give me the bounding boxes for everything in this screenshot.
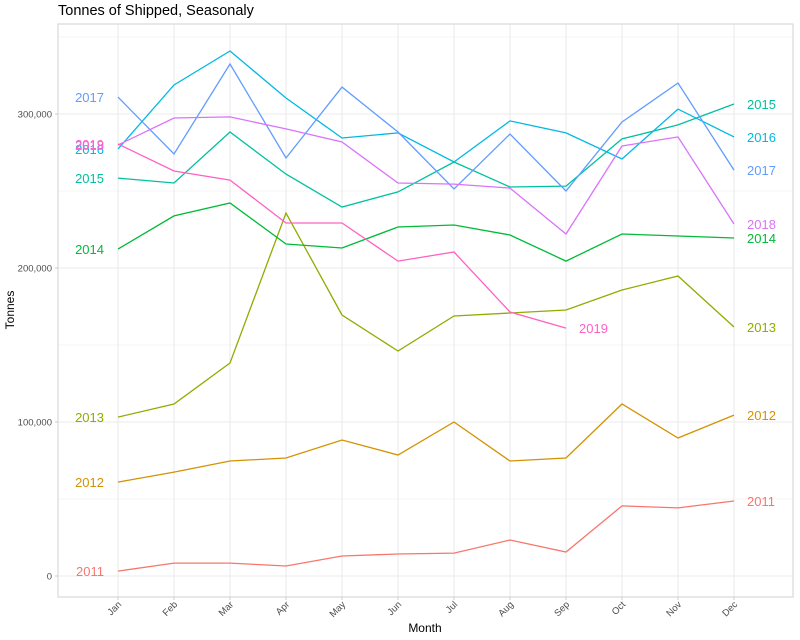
series-label-start-2017: 2017 [75, 90, 104, 105]
series-label-end-2012: 2012 [747, 408, 776, 423]
x-tick-label: Oct [610, 599, 628, 617]
major-gridlines [58, 24, 793, 597]
series-line-2011 [117, 500, 735, 572]
series-label-start-2012: 2012 [75, 475, 104, 490]
series-label-start-2014: 2014 [75, 242, 104, 257]
chart-title: Tonnes of Shipped, Seasonaly [58, 3, 254, 19]
x-axis-title: Month [408, 621, 441, 635]
minor-gridlines [58, 36, 793, 500]
series-label-end-2015: 2015 [747, 97, 776, 112]
series-label-start-2018: 2018 [75, 138, 104, 153]
series-label-start-2011: 2011 [76, 564, 104, 579]
series-line-2019 [117, 143, 567, 329]
series-label-end-2013: 2013 [747, 320, 776, 335]
y-axis-title: Tonnes [3, 291, 17, 330]
series-label-end-2014: 2014 [747, 231, 776, 246]
series-line-2016 [117, 50, 735, 163]
y-tick-label: 300,000 [18, 110, 52, 121]
series-lines [117, 50, 735, 572]
series-line-2015 [117, 103, 735, 208]
series-line-2014 [117, 202, 735, 262]
series-line-2013 [117, 211, 735, 418]
series-line-2018 [117, 116, 735, 235]
x-tick-label: Apr [274, 599, 292, 617]
x-tick-label: Feb [161, 599, 180, 618]
series-label-end-2018: 2018 [747, 217, 776, 232]
series-label-end-2011: 2011 [747, 494, 775, 509]
series-label-start-2015: 2015 [75, 171, 104, 186]
x-tick-label: May [328, 599, 349, 620]
series-line-2012 [117, 403, 735, 483]
x-tick-label: Aug [496, 599, 516, 619]
x-tick-label: Jun [386, 599, 405, 618]
x-tick-label: Nov [664, 599, 684, 619]
series-line-2017 [117, 62, 735, 192]
series-label-end-2017: 2017 [747, 163, 776, 178]
x-tick-label: Mar [217, 599, 236, 618]
panel-border [57, 23, 794, 598]
y-tick-label: 200,000 [18, 264, 52, 275]
x-tick-label: Dec [720, 599, 740, 619]
y-tick-label: 0 [47, 572, 52, 583]
x-axis: Jan Feb Mar Apr May Jun Jul Aug Sep Oct Nov Dec [106, 597, 740, 620]
x-tick-label: Sep [552, 599, 572, 619]
x-tick-label: Jul [444, 599, 460, 615]
series-label-start-2013: 2013 [75, 410, 104, 425]
series-label-start-2019: 2019 [75, 137, 104, 152]
series-labels: 2011 2011 2012 2012 2013 2013 2014 2014 2015 2015… [75, 90, 776, 579]
y-tick-label: 100,000 [18, 418, 52, 429]
series-label-end-2019: 2019 [579, 321, 608, 336]
y-axis: 0 100,000 200,000 300,000 [18, 110, 58, 583]
series-label-start-2016: 2016 [75, 142, 104, 157]
series-label-end-2016: 2016 [747, 130, 776, 145]
x-tick-label: Jan [106, 599, 125, 618]
